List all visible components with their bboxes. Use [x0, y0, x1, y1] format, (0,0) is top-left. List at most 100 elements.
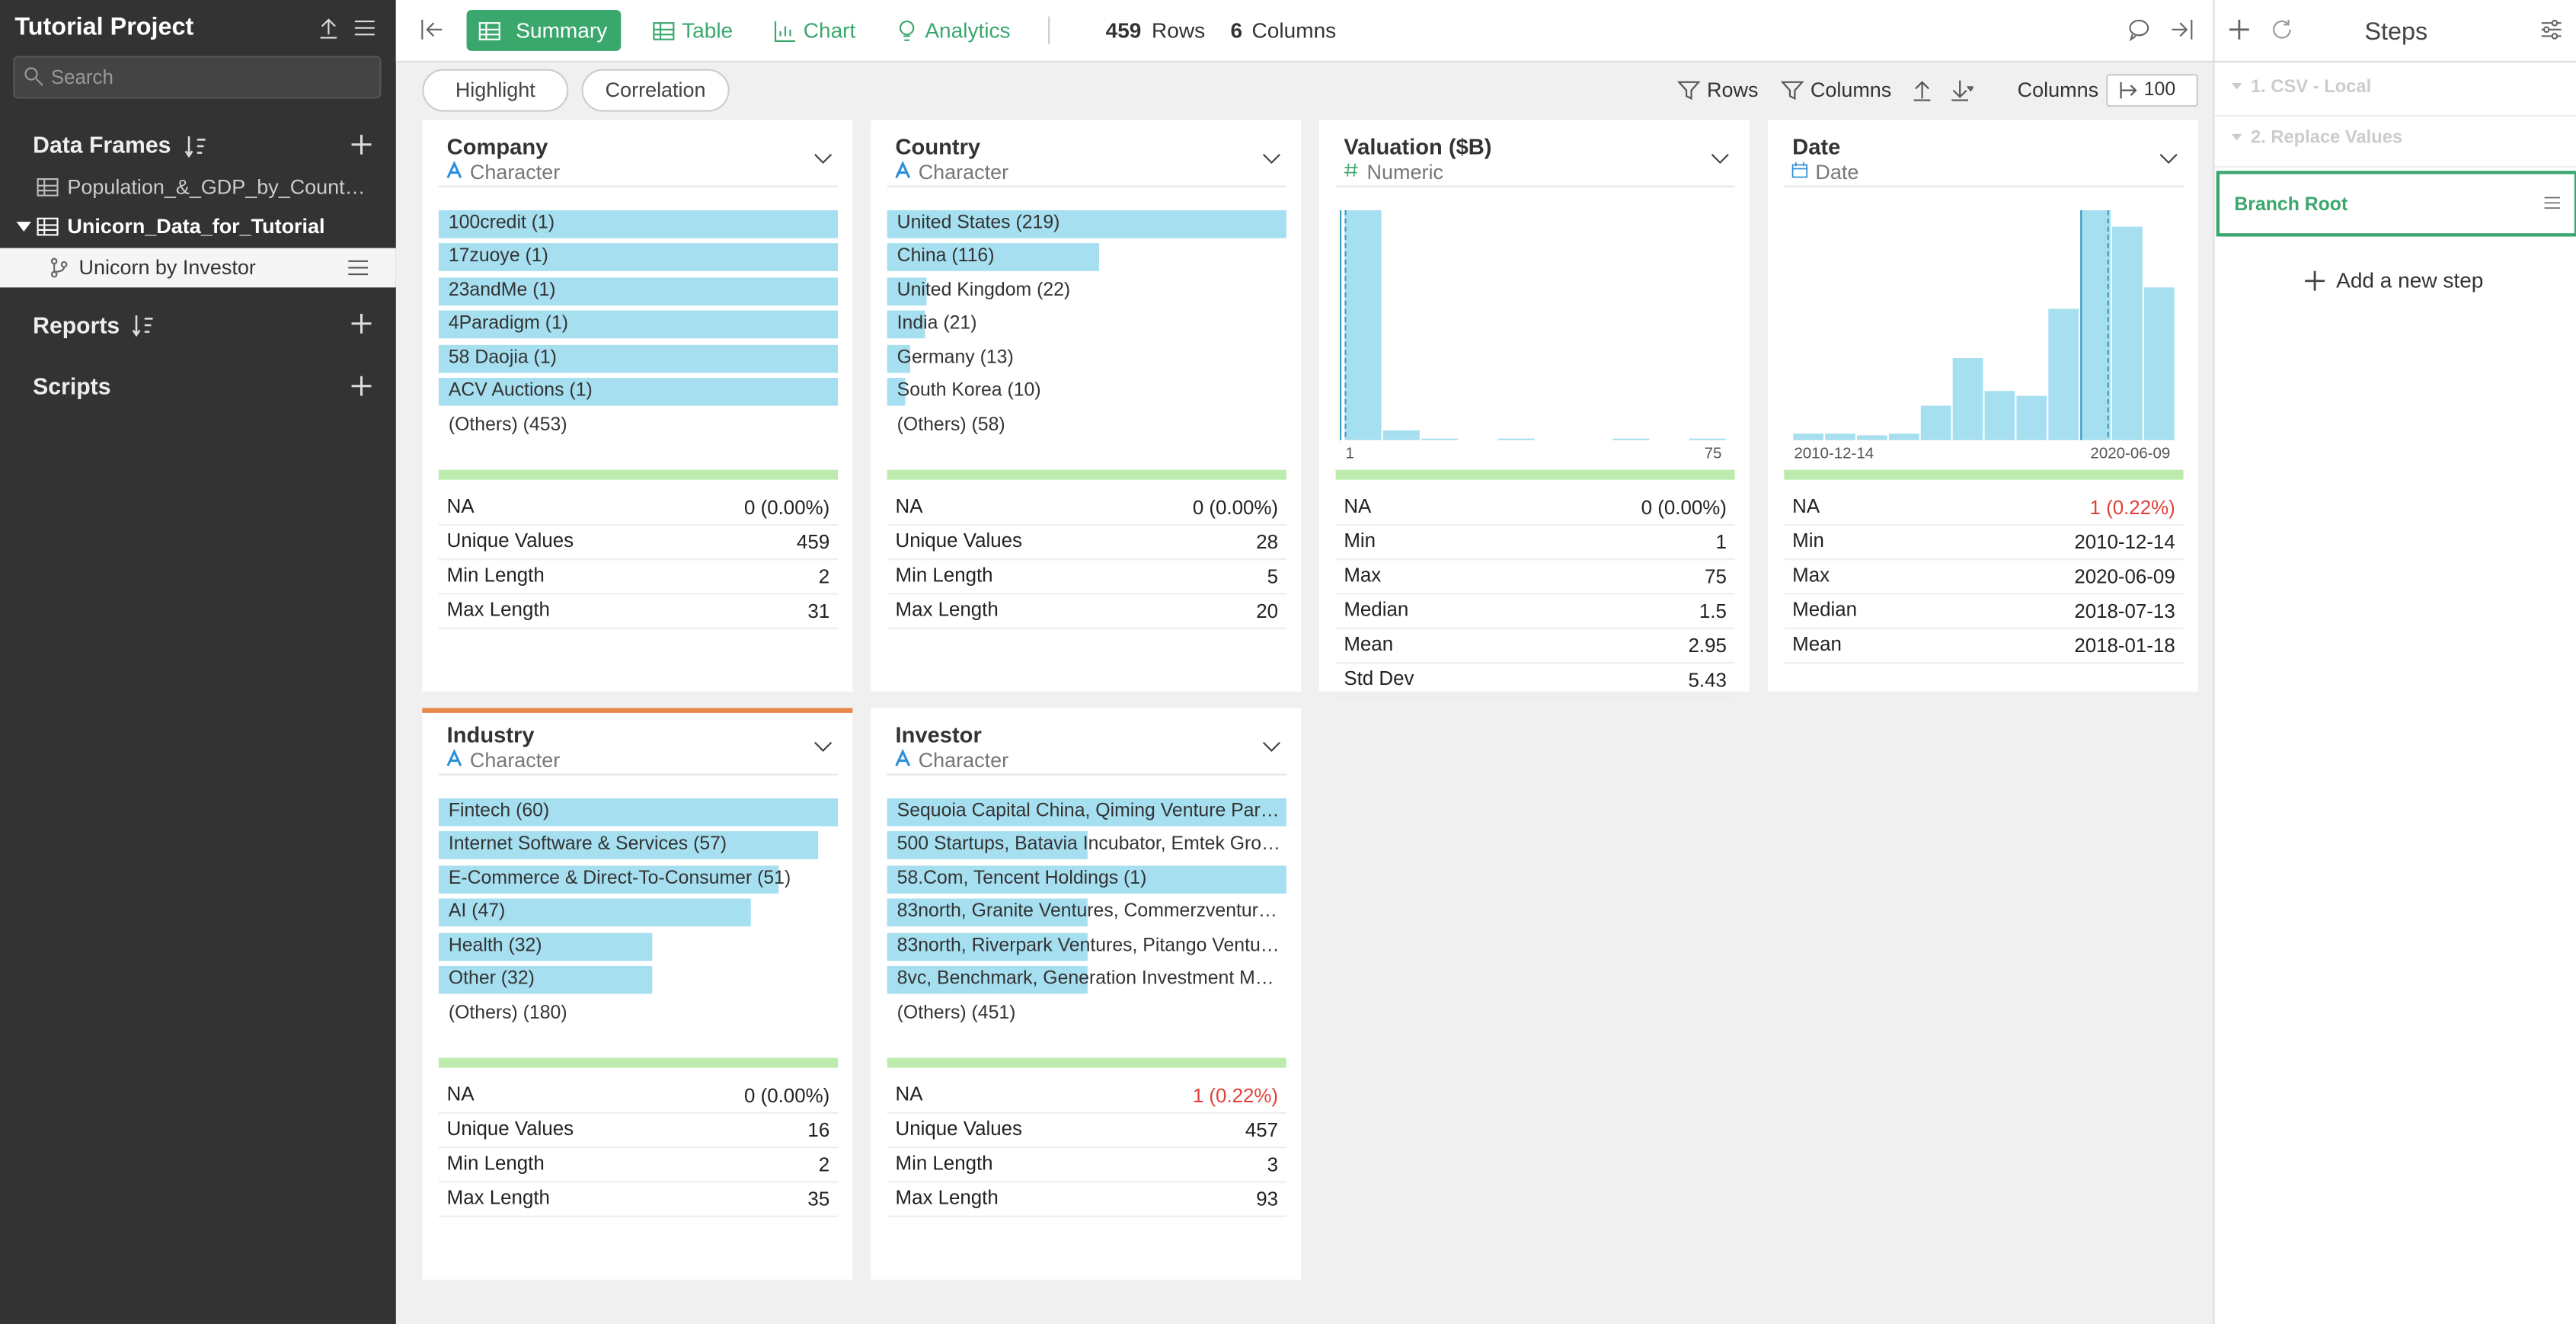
- add-step[interactable]: Add a new step: [2303, 266, 2533, 296]
- branch-root-step[interactable]: Branch Root: [2216, 171, 2576, 237]
- chevron-icon[interactable]: [1708, 146, 1731, 169]
- stat-label: Min Length: [446, 1151, 545, 1175]
- category-bar[interactable]: [438, 210, 839, 238]
- category-bar[interactable]: [887, 377, 906, 406]
- chevron-icon[interactable]: [812, 146, 835, 169]
- category-bar[interactable]: [887, 210, 1286, 238]
- comment-icon: [2129, 19, 2149, 41]
- stat-row: NA 0 (0.00%): [438, 1078, 839, 1114]
- category-name: 500 Startups, Batavia Incubator, Emtek G…: [896, 835, 1283, 855]
- stat-value: 75: [1705, 564, 1727, 588]
- column-label: Columns: [1251, 18, 1337, 43]
- category-count: (51): [757, 868, 791, 889]
- view-tab[interactable]: Table: [641, 10, 746, 51]
- category-bar[interactable]: [887, 798, 1286, 827]
- columns-input[interactable]: 100: [2106, 74, 2198, 107]
- stat-value: 0 (0.00%): [744, 496, 830, 520]
- width-icon: [2120, 82, 2137, 99]
- category-count: (1): [532, 280, 556, 301]
- category-bar[interactable]: [438, 798, 839, 827]
- category-bar[interactable]: [438, 344, 839, 373]
- category-label: United Kingdom (22): [897, 280, 1283, 300]
- category-name: 17zuoye: [448, 247, 520, 267]
- category-bar[interactable]: [438, 932, 652, 961]
- category-label: United States (219): [897, 213, 1283, 233]
- chevron-icon[interactable]: [812, 734, 835, 757]
- stat-label: Mean: [1344, 632, 1394, 656]
- pill-button[interactable]: Correlation: [581, 69, 730, 112]
- step-item[interactable]: 1. CSV - Local: [2250, 77, 2372, 98]
- category-bar[interactable]: [887, 932, 1088, 961]
- category-bar[interactable]: [438, 898, 752, 927]
- stat-label: NA: [895, 1083, 923, 1106]
- stat-row: Max 2020-06-09: [1784, 558, 2184, 595]
- pill-button[interactable]: Highlight: [422, 69, 569, 112]
- category-bar[interactable]: [887, 243, 1099, 272]
- axis-min: 2010-12-14: [1794, 445, 1874, 464]
- view-tab[interactable]: Chart: [762, 10, 868, 51]
- stat-row: Median 2018-07-13: [1784, 593, 2184, 629]
- chevron-icon[interactable]: [1260, 146, 1283, 169]
- settings-icon-part: [2551, 33, 2558, 40]
- add-icon-part: [351, 313, 372, 334]
- chevron-icon[interactable]: [1260, 734, 1283, 757]
- tab-icon-part: [903, 35, 910, 41]
- category-bar[interactable]: [438, 965, 652, 994]
- settings-icon-part: [2551, 19, 2558, 27]
- column-type: Date: [1815, 161, 1859, 184]
- category-bar[interactable]: [438, 277, 839, 305]
- stat-label: Std Dev: [1344, 667, 1414, 690]
- na-bar: [887, 1057, 1286, 1068]
- category-bar[interactable]: [887, 965, 1088, 994]
- category-bar[interactable]: [887, 277, 928, 305]
- main: Highlight Correlation Rows Columns Columns 10…: [396, 61, 2213, 1324]
- frame-item[interactable]: Unicorn_Data_for_Tutorial: [67, 215, 325, 238]
- category-bar[interactable]: [887, 898, 1088, 927]
- category-bar[interactable]: [438, 377, 839, 406]
- branch-row[interactable]: Unicorn by Investor: [0, 248, 396, 288]
- view-tab[interactable]: Analytics: [884, 10, 1031, 51]
- search-box[interactable]: Search: [13, 56, 382, 99]
- frame-item[interactable]: Population_&_GDP_by_Country…: [67, 175, 372, 199]
- others-label: (Others) (453): [448, 415, 567, 436]
- category-name: 4Paradigm: [448, 314, 540, 334]
- upload-icon-part: [1913, 81, 1931, 101]
- view-tab[interactable]: Summary: [466, 9, 622, 51]
- stat-row: Max Length 93: [887, 1181, 1286, 1217]
- category-bar[interactable]: [438, 865, 778, 894]
- histogram-bar: [1382, 430, 1420, 440]
- filter-label[interactable]: Rows: [1707, 78, 1759, 102]
- category-bar[interactable]: [887, 310, 925, 339]
- reports-header: Reports: [33, 312, 120, 339]
- step-caret-part: [2231, 133, 2242, 141]
- histogram-bar: [2048, 309, 2079, 440]
- column-type: Character: [918, 749, 1009, 772]
- sort-icon: [132, 315, 153, 337]
- tab-icon: [899, 20, 915, 41]
- stat-value: 1.5: [1699, 600, 1727, 623]
- project-title: Tutorial Project: [14, 13, 194, 41]
- column-name: Date: [1792, 134, 1841, 160]
- tab-icon: [478, 22, 500, 40]
- stat-value: 2: [818, 564, 830, 588]
- frame-icon-part: [37, 217, 59, 236]
- category-bar[interactable]: [438, 243, 839, 272]
- step-item[interactable]: 2. Replace Values: [2250, 128, 2403, 149]
- stat-label: Max Length: [895, 1185, 999, 1210]
- chevron-icon-part: [2159, 153, 2178, 164]
- category-bar[interactable]: [887, 831, 1088, 860]
- category-bar[interactable]: [887, 865, 1286, 894]
- chevron-icon-part: [1262, 741, 1280, 752]
- filter-label[interactable]: Columns: [1810, 78, 1892, 102]
- chevron-icon[interactable]: [2157, 146, 2180, 169]
- steps-panel: Steps 1. CSV - Local 2. Replace Values Bran…: [2213, 0, 2576, 1324]
- category-count: (10): [1007, 381, 1041, 401]
- category-bar[interactable]: [887, 344, 911, 373]
- stat-row: NA 0 (0.00%): [887, 490, 1286, 526]
- add-icon: [351, 134, 372, 155]
- category-bar[interactable]: [438, 831, 818, 860]
- histogram-bar: [1689, 438, 1726, 440]
- frame-icon: [37, 217, 59, 236]
- category-bar[interactable]: [438, 310, 839, 339]
- category-label: 58 Daojia (1): [449, 347, 835, 367]
